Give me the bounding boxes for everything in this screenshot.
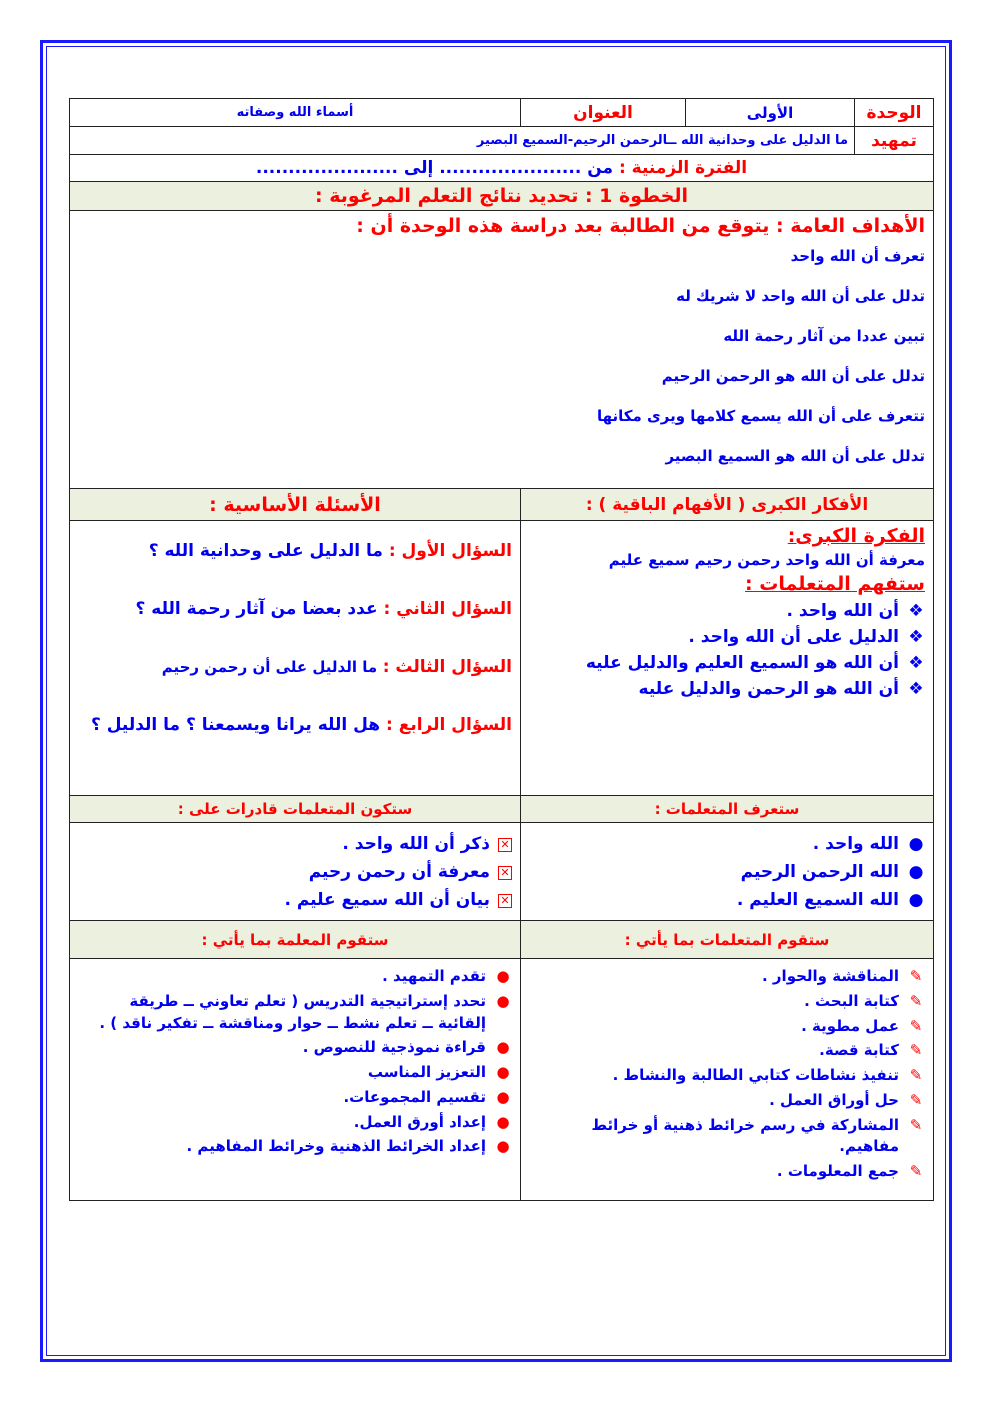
intro-label: تمهيد xyxy=(854,126,934,155)
understand-item: ❖ الدليل على أن الله واحد . xyxy=(688,627,924,647)
title-label: العنوان xyxy=(520,98,686,127)
bullet-icon: ● xyxy=(908,889,924,910)
bullet-icon: ● xyxy=(496,1038,510,1057)
teacher-do-header: ستقوم المعلمة بما يأتي : xyxy=(69,920,521,959)
teacher-activity-item: ● تحدد إستراتيجية التدريس ( تعلم تعاوني ـ… xyxy=(78,991,512,1035)
big-idea-text: معرفة أن الله واحد رحمن رحيم سميع عليم xyxy=(608,551,925,569)
able-section: ✕ ذكر أن الله واحد . ✕ معرفة أن رحمن رحيم … xyxy=(69,822,521,921)
title-value: أسماء الله وصفاته xyxy=(69,98,521,127)
period-row: الفترة الزمنية : من ....................… xyxy=(69,154,934,182)
student-activity-item: ✎ المشاركة في رسم خرائط ذهنية أو خرائط مف… xyxy=(529,1115,925,1159)
goal-item: تدلل على أن الله هو الرحمن الرحيم xyxy=(661,367,925,385)
teacher-activity-item: ● إعداد أورق العمل. xyxy=(78,1112,512,1134)
period-label: الفترة الزمنية : xyxy=(618,158,748,178)
teacher-activity-item: ● قراءة نموذجية للنصوص . xyxy=(78,1037,512,1059)
goal-item: تعرف أن الله واحد xyxy=(790,247,925,265)
period-to: إلى ...................... xyxy=(255,158,434,178)
question-item: السؤال الرابع : هل الله يرانا ويسمعنا ؟ … xyxy=(90,715,512,735)
able-item: ✕ بيان أن الله سميع عليم . xyxy=(78,890,512,910)
big-ideas-header: الأفكار الكبرى ( الأفهام الباقية ) : xyxy=(520,488,934,521)
checkbox-x-icon: ✕ xyxy=(498,837,512,852)
goal-item: تدلل على أن الله هو السميع البصير xyxy=(665,447,925,465)
students-do-section: ✎ المناقشة والحوار . ✎ كتابة البحث . ✎ عمل مط… xyxy=(520,958,934,1201)
goals-heading: الأهداف العامة : يتوقع من الطالبة بعد در… xyxy=(356,215,925,237)
bullet-icon: ● xyxy=(496,1087,510,1106)
student-activity-item: ✎ جمع المعلومات . xyxy=(529,1161,925,1183)
bullet-icon: ● xyxy=(496,1063,510,1081)
understand-item: ❖ أن الله هو الرحمن والدليل عليه xyxy=(638,679,924,699)
goal-item: تبين عددا من آثار رحمة الله xyxy=(723,327,925,345)
able-header: ستكون المتعلمات قادرات على : xyxy=(69,795,521,823)
bullet-icon: ● xyxy=(496,1112,510,1131)
know-item: ● الله واحد . xyxy=(812,833,924,854)
bullet-icon: ● xyxy=(496,991,510,1010)
step1-heading: الخطوة 1 : تحديد نتائج التعلم المرغوبة : xyxy=(69,181,934,211)
diamond-bullet-icon: ❖ xyxy=(908,601,924,621)
pencil-icon: ✎ xyxy=(909,1115,923,1134)
bullet-icon: ● xyxy=(496,967,510,985)
student-activity-item: ✎ كتابة قصة. xyxy=(529,1040,925,1062)
teacher-activity-item: ● التعزيز المناسب xyxy=(78,1062,512,1084)
big-idea-label: الفكرة الكبرى: xyxy=(787,525,925,547)
checkbox-x-icon: ✕ xyxy=(498,865,512,880)
student-activity-item: ✎ كتابة البحث . xyxy=(529,991,925,1013)
goals-section: الأهداف العامة : يتوقع من الطالبة بعد در… xyxy=(69,210,934,489)
big-ideas-section: الفكرة الكبرى: معرفة أن الله واحد رحمن ر… xyxy=(520,520,934,796)
bullet-icon: ● xyxy=(908,833,924,854)
know-item: ● الله السميع العليم . xyxy=(736,889,924,910)
pencil-icon: ✎ xyxy=(909,1041,923,1060)
unit-value: الأولى xyxy=(685,98,855,127)
teacher-do-section: ● تقدم التمهيد . ● تحدد إستراتيجية التدريس … xyxy=(69,958,521,1201)
page-border xyxy=(40,40,952,1362)
teacher-activity-item: ● إعداد الخرائط الذهنية وخرائط المفاهيم . xyxy=(78,1136,512,1158)
pencil-icon: ✎ xyxy=(909,1090,923,1109)
pencil-icon: ✎ xyxy=(909,1162,923,1180)
know-section: ● الله واحد . ● الله الرحمن الرحيم ● الله ا… xyxy=(520,822,934,921)
able-item: ✕ معرفة أن رحمن رحيم xyxy=(78,862,512,882)
goal-item: تدلل على أن الله واحد لا شريك له xyxy=(676,287,925,305)
intro-value: ما الدليل على وحدانية الله ــالرحمن الرح… xyxy=(69,126,855,155)
diamond-bullet-icon: ❖ xyxy=(908,679,924,699)
checkbox-x-icon: ✕ xyxy=(498,893,512,908)
know-item: ● الله الرحمن الرحيم xyxy=(740,861,924,882)
diamond-bullet-icon: ❖ xyxy=(908,627,924,647)
pencil-icon: ✎ xyxy=(909,991,923,1010)
students-do-header: ستقوم المتعلمات بما يأتي : xyxy=(520,920,934,959)
questions-section: السؤال الأول : ما الدليل على وحدانية الل… xyxy=(69,520,521,796)
page-border-inner xyxy=(46,46,946,1356)
question-item: السؤال الثاني : عدد بعضا من آثار رحمة ال… xyxy=(135,599,512,619)
questions-header: الأسئلة الأساسية : xyxy=(69,488,521,521)
lesson-plan-table: الوحدة الأولى العنوان أسماء الله وصفاته … xyxy=(69,98,934,1201)
student-activity-item: ✎ تنفيذ نشاطات كتابي الطالبة والنشاط . xyxy=(529,1065,925,1087)
know-header: ستعرف المتعلمات : xyxy=(520,795,934,823)
student-activity-item: ✎ عمل مطوية . xyxy=(529,1016,925,1038)
student-activity-item: ✎ حل أوراق العمل . xyxy=(529,1090,925,1112)
bullet-icon: ● xyxy=(496,1137,510,1156)
question-item: السؤال الثالث : ما الدليل على أن رحمن رح… xyxy=(161,657,512,677)
teacher-activity-item: ● تقسيم المجموعات. xyxy=(78,1087,512,1109)
understand-item: ❖ أن الله واحد . xyxy=(786,601,924,621)
student-activity-item: ✎ المناقشة والحوار . xyxy=(529,966,925,988)
understand-item: ❖ أن الله هو السميع العليم والدليل عليه xyxy=(585,653,924,673)
able-item: ✕ ذكر أن الله واحد . xyxy=(78,834,512,854)
bullet-icon: ● xyxy=(908,861,924,882)
goal-item: تتعرف على أن الله يسمع كلامها ويرى مكانه… xyxy=(597,407,925,425)
diamond-bullet-icon: ❖ xyxy=(908,653,924,673)
teacher-activity-item: ● تقدم التمهيد . xyxy=(78,966,512,988)
pencil-icon: ✎ xyxy=(909,1016,923,1035)
pencil-icon: ✎ xyxy=(909,967,923,985)
unit-label: الوحدة xyxy=(854,98,934,127)
period-from: من ...................... xyxy=(439,158,614,178)
understand-label: ستفهم المتعلمات : xyxy=(745,573,925,595)
pencil-icon: ✎ xyxy=(909,1066,923,1084)
question-item: السؤال الأول : ما الدليل على وحدانية الل… xyxy=(148,541,512,561)
